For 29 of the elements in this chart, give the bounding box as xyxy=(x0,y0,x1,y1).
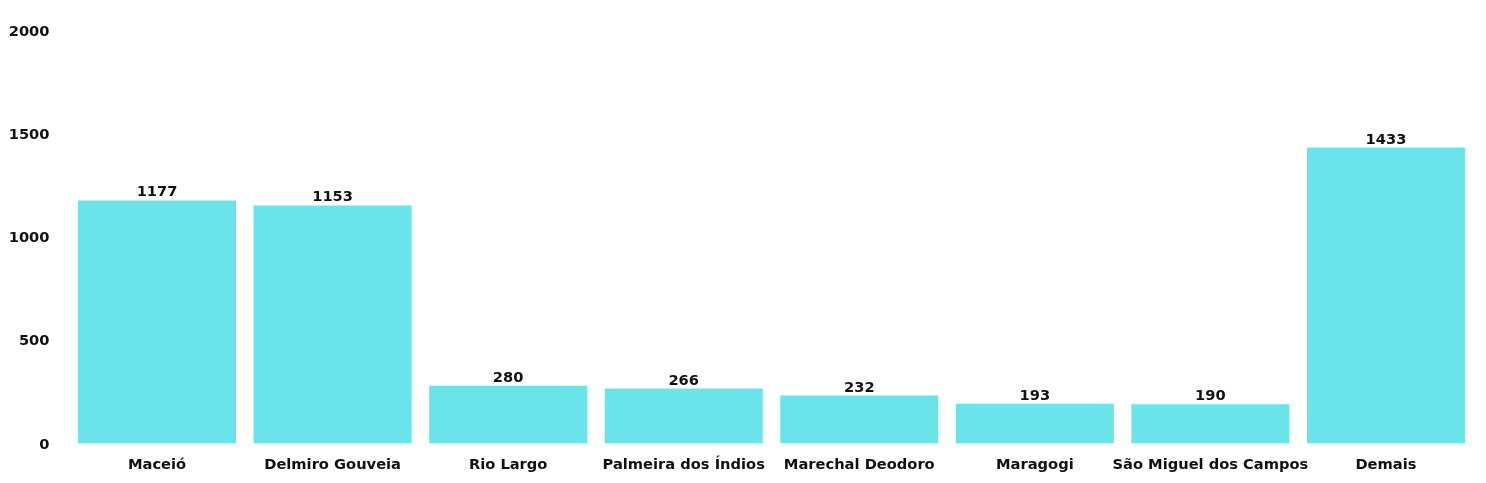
x-tick-label: Marechal Deodoro xyxy=(783,454,935,472)
bar xyxy=(604,388,763,444)
data-label: 266 xyxy=(668,370,700,388)
x-tick-label: Maceió xyxy=(127,454,187,472)
y-tick-label: 1000 xyxy=(8,228,50,245)
bar xyxy=(955,403,1114,444)
bar xyxy=(253,205,412,444)
y-tick-label: 500 xyxy=(18,331,50,349)
y-tick-label: 1500 xyxy=(8,124,50,142)
data-label: 232 xyxy=(843,377,875,395)
y-tick-label: 2000 xyxy=(8,21,50,39)
x-tick-label: Rio Largo xyxy=(468,454,548,472)
bar xyxy=(1131,404,1290,444)
x-tick-label: Delmiro Gouveia xyxy=(264,454,401,472)
data-label: 193 xyxy=(1019,385,1051,403)
bar xyxy=(429,385,588,444)
data-label: 1153 xyxy=(312,187,354,205)
bar xyxy=(780,395,939,444)
x-tick-label: São Miguel dos Campos xyxy=(1112,454,1309,472)
data-label: 190 xyxy=(1195,386,1226,404)
data-label: 1177 xyxy=(136,182,178,200)
y-tick-label: 0 xyxy=(39,434,50,452)
x-tick-label: Maragogi xyxy=(996,454,1074,472)
bar xyxy=(78,200,237,444)
data-label: 1433 xyxy=(1365,129,1407,147)
bar xyxy=(1306,147,1465,444)
data-label: 280 xyxy=(492,367,524,385)
x-tick-label: Demais xyxy=(1355,454,1417,472)
x-tick-label: Palmeira dos Índios xyxy=(602,454,766,472)
